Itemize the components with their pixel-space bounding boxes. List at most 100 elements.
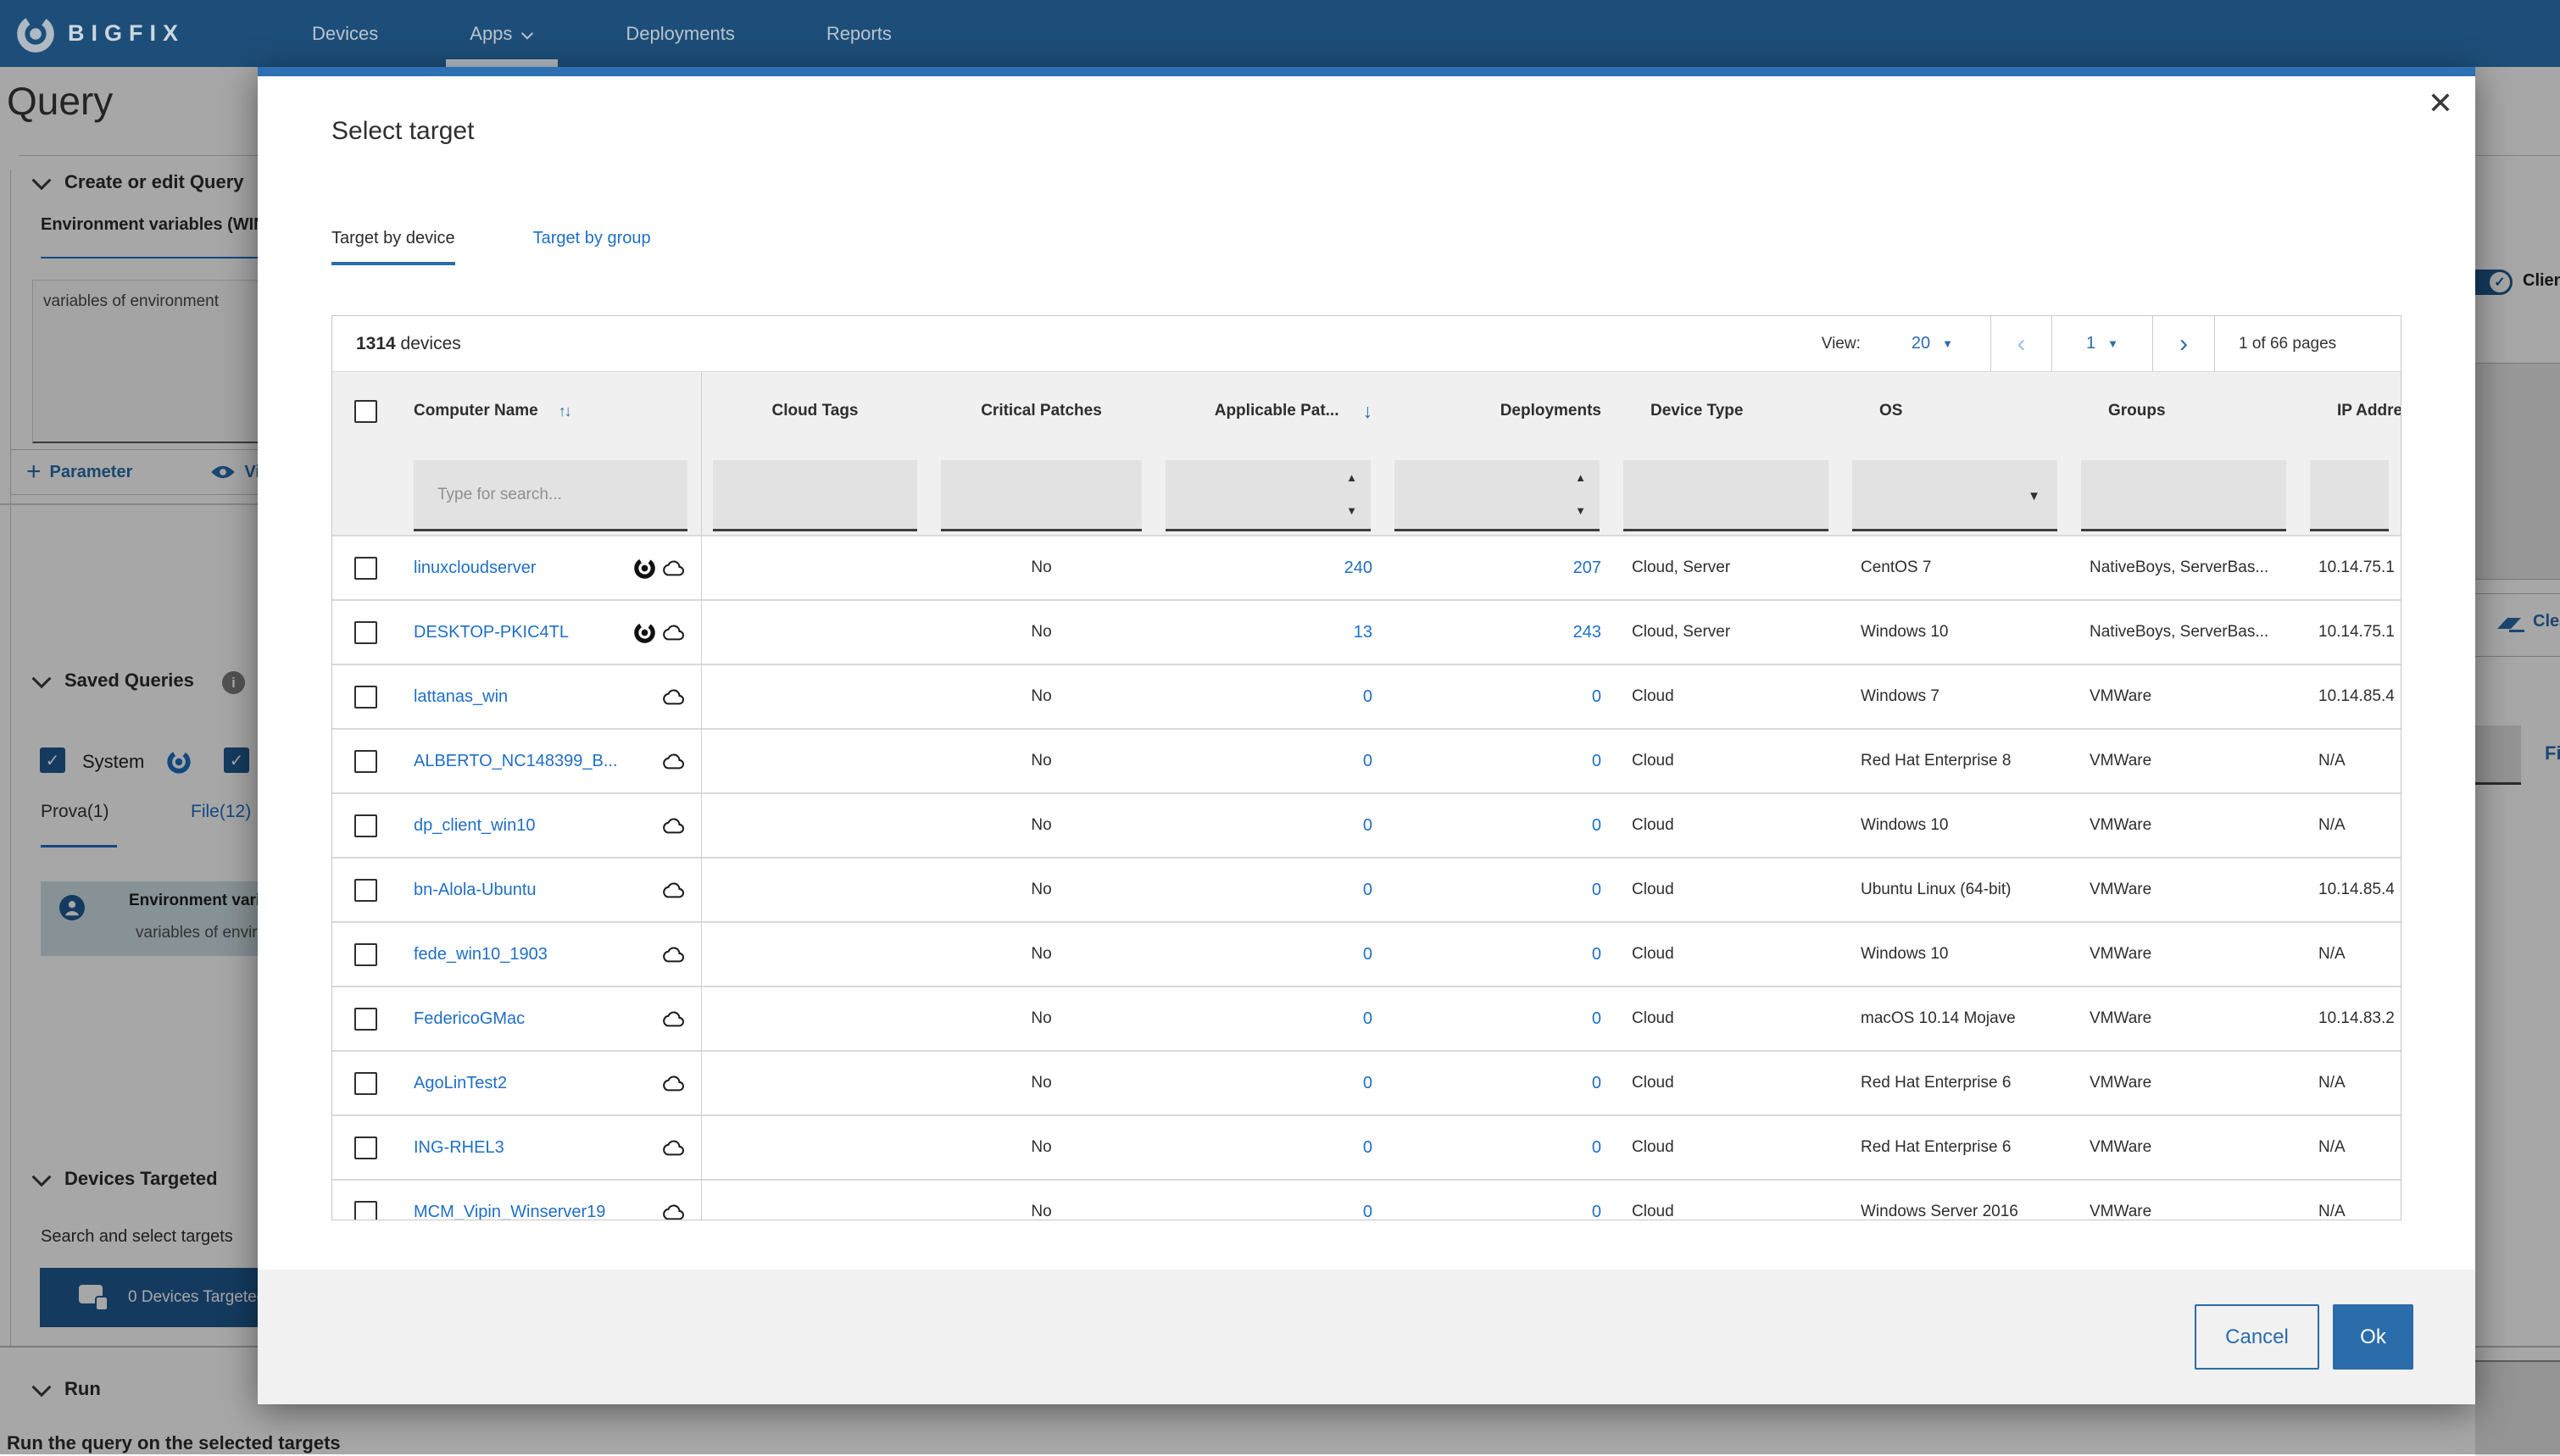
previous-page-button[interactable]: ‹ [1990, 316, 2051, 371]
row-checkbox[interactable] [354, 1136, 377, 1159]
stepper-up-icon[interactable]: ▲ [1575, 471, 1586, 484]
applicable-patches-link[interactable]: 0 [1362, 944, 1372, 964]
computer-name-link[interactable]: linuxcloudserver [414, 558, 537, 577]
column-header-groups[interactable]: Groups [2108, 402, 2166, 420]
chevron-down-icon[interactable] [31, 1173, 53, 1188]
stepper-up-icon[interactable]: ▲ [1346, 471, 1357, 484]
deployments-link[interactable]: 0 [1591, 880, 1601, 899]
groups-filter-input[interactable] [2081, 460, 2286, 531]
sort-descending-icon[interactable]: ↓ [1362, 399, 1373, 422]
computer-name-link[interactable]: AgoLinTest2 [414, 1073, 508, 1092]
next-page-button[interactable]: › [2152, 316, 2214, 371]
tab-prova[interactable]: Prova(1) [41, 802, 109, 821]
computer-name-search-input[interactable] [414, 460, 687, 531]
nav-item-devices[interactable]: Devices [312, 22, 379, 44]
shared-checkbox[interactable]: ✓ [224, 747, 249, 773]
applicable-patches-link[interactable]: 0 [1362, 815, 1372, 835]
column-header-cloud-tags[interactable]: Cloud Tags [771, 402, 859, 420]
stepper-down-icon[interactable]: ▼ [1346, 504, 1357, 517]
close-icon[interactable]: ✕ [2427, 86, 2453, 120]
row-checkbox[interactable] [354, 942, 377, 966]
deployments-link[interactable]: 0 [1591, 944, 1601, 964]
chevron-down-icon[interactable] [31, 176, 53, 192]
nav-item-apps[interactable]: Apps [424, 0, 580, 67]
computer-name-link[interactable]: bn-Alola-Ubuntu [414, 880, 537, 899]
deployments-link[interactable]: 207 [1572, 558, 1601, 577]
page-size-dropdown[interactable]: 20 ▼ [1911, 334, 1953, 353]
applicable-patches-link[interactable]: 0 [1362, 1202, 1372, 1220]
right-panel-input-fragment[interactable] [2475, 725, 2521, 785]
applicable-patches-link[interactable]: 0 [1362, 751, 1372, 770]
device-icons [661, 749, 686, 774]
add-parameter-button[interactable]: + Parameter [11, 458, 132, 486]
system-checkbox[interactable]: ✓ [40, 747, 65, 773]
computer-name-link[interactable]: fede_win10_1903 [414, 944, 548, 964]
tab-target-by-group[interactable]: Target by group [532, 229, 651, 247]
computer-name-link[interactable]: MCM_Vipin_Winserver19 [414, 1202, 606, 1220]
chevron-down-icon[interactable] [31, 675, 53, 690]
deployments-link[interactable]: 0 [1591, 1137, 1601, 1157]
row-checkbox[interactable] [354, 1007, 377, 1031]
ip-address-cell: N/A [2318, 1138, 2346, 1156]
sort-icon[interactable]: ↑↓ [558, 402, 572, 420]
computer-name-link[interactable]: lattanas_win [414, 686, 509, 706]
column-header-ip-address[interactable]: IP Address [2337, 402, 2401, 420]
critical-patches-filter-input[interactable] [941, 460, 1142, 531]
applicable-patches-filter-input[interactable] [1166, 460, 1371, 531]
applicable-patches-link[interactable]: 0 [1362, 686, 1372, 706]
tab-file[interactable]: File(12) [191, 802, 252, 821]
computer-name-link[interactable]: ING-RHEL3 [414, 1137, 504, 1157]
row-checkbox[interactable] [354, 749, 377, 773]
applicable-patches-link[interactable]: 240 [1344, 558, 1372, 577]
nav-item-deployments[interactable]: Deployments [626, 22, 735, 44]
cancel-button[interactable]: Cancel [2195, 1304, 2319, 1370]
computer-name-link[interactable]: dp_client_win10 [414, 815, 536, 835]
computer-name-link[interactable]: DESKTOP-PKIC4TL [414, 622, 570, 642]
current-page-dropdown[interactable]: 1 ▼ [2051, 316, 2152, 371]
column-header-device-type[interactable]: Device Type [1650, 402, 1744, 420]
ok-button[interactable]: Ok [2333, 1304, 2413, 1370]
column-header-critical-patches[interactable]: Critical Patches [981, 402, 1102, 420]
computer-name-link[interactable]: FedericoGMac [414, 1009, 526, 1028]
bigfix-brand[interactable]: BIGFIX [15, 14, 185, 54]
column-header-os[interactable]: OS [1879, 402, 1903, 420]
row-checkbox[interactable] [354, 1071, 377, 1095]
applicable-patches-link[interactable]: 13 [1353, 622, 1372, 642]
device-type-filter-input[interactable] [1623, 460, 1828, 531]
applicable-patches-link[interactable]: 0 [1362, 1073, 1372, 1092]
column-header-applicable-patches[interactable]: Applicable Pat... ↓ [1214, 399, 1373, 422]
deployments-link[interactable]: 0 [1591, 1009, 1601, 1028]
number-stepper[interactable]: ▲ ▼ [1575, 472, 1586, 516]
deployments-link[interactable]: 0 [1591, 1073, 1601, 1092]
select-all-checkbox[interactable] [354, 399, 377, 423]
computer-name-link[interactable]: ALBERTO_NC148399_B... [414, 751, 618, 770]
applicable-patches-link[interactable]: 0 [1362, 880, 1372, 899]
nav-item-reports[interactable]: Reports [826, 22, 892, 44]
row-checkbox[interactable] [354, 685, 377, 709]
number-stepper[interactable]: ▲ ▼ [1346, 472, 1357, 516]
column-header-deployments[interactable]: Deployments [1500, 402, 1601, 420]
ip-address-filter-input[interactable] [2310, 460, 2389, 531]
filter-link[interactable]: Filter [2545, 742, 2560, 764]
tab-target-by-device[interactable]: Target by device [331, 229, 455, 265]
row-checkbox[interactable] [354, 1200, 377, 1220]
deployments-link[interactable]: 0 [1591, 1202, 1601, 1220]
deployments-filter-input[interactable] [1394, 460, 1600, 531]
clear-button[interactable]: Clear [2533, 612, 2560, 631]
row-checkbox[interactable] [354, 620, 377, 644]
os-filter-dropdown[interactable] [1852, 460, 2057, 531]
deployments-link[interactable]: 0 [1591, 686, 1601, 706]
info-icon[interactable]: i [222, 671, 245, 694]
row-checkbox[interactable] [354, 878, 377, 902]
chevron-down-icon[interactable] [31, 1383, 53, 1398]
applicable-patches-link[interactable]: 0 [1362, 1137, 1372, 1157]
cloud-tags-filter-input[interactable] [713, 460, 917, 531]
row-checkbox[interactable] [354, 814, 377, 837]
deployments-link[interactable]: 0 [1591, 815, 1601, 835]
applicable-patches-link[interactable]: 0 [1362, 1009, 1372, 1028]
row-checkbox[interactable] [354, 556, 377, 580]
deployments-link[interactable]: 243 [1572, 622, 1601, 642]
stepper-down-icon[interactable]: ▼ [1575, 504, 1586, 517]
deployments-link[interactable]: 0 [1591, 751, 1601, 770]
column-header-computer-name[interactable]: Computer Name ↑↓ [414, 402, 572, 420]
